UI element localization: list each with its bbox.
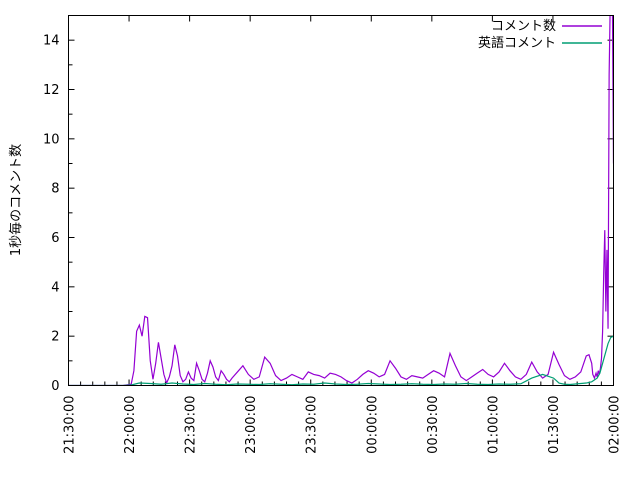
y-tick-label: 6 xyxy=(51,231,59,246)
x-tick-label: 02:00:00 xyxy=(608,396,623,454)
y-axis-title: 1秒毎のコメント数 xyxy=(8,144,24,256)
x-tick-label: 21:30:00 xyxy=(63,396,78,454)
legend-label-1: 英語コメント xyxy=(478,35,556,51)
y-axis-title-label: 1秒毎のコメント数 xyxy=(8,144,24,256)
y-tick-label: 2 xyxy=(51,330,59,345)
x-tick-label: 00:30:00 xyxy=(426,396,441,454)
x-tick-label: 23:00:00 xyxy=(244,396,259,454)
y-axis-tick-labels: 0 2 4 6 8 10 12 14 xyxy=(43,34,60,394)
y-tick-label: 10 xyxy=(43,132,60,147)
y-tick-label: 8 xyxy=(51,182,59,197)
x-tick-label: 01:30:00 xyxy=(547,396,562,454)
x-tick-label: 23:30:00 xyxy=(305,396,320,454)
series-line-comments xyxy=(68,15,614,386)
y-tick-label: 4 xyxy=(51,280,59,295)
plot-frame xyxy=(68,15,614,386)
y-tick-label: 12 xyxy=(43,83,60,98)
x-tick-label: 01:00:00 xyxy=(486,396,501,454)
x-tick-label: 22:30:00 xyxy=(184,396,199,454)
x-tick-label: 00:00:00 xyxy=(365,396,380,454)
series-line-english-comments xyxy=(68,335,614,386)
x-tick-label: 22:00:00 xyxy=(123,396,138,454)
y-tick-label: 0 xyxy=(51,379,59,394)
x-axis-tick-labels: 21:30:00 22:00:00 22:30:00 23:00:00 23:30:00… xyxy=(63,396,623,454)
y-tick-label: 14 xyxy=(43,34,60,49)
data-series-group xyxy=(68,15,614,386)
legend-label-0: コメント数 xyxy=(491,19,556,34)
